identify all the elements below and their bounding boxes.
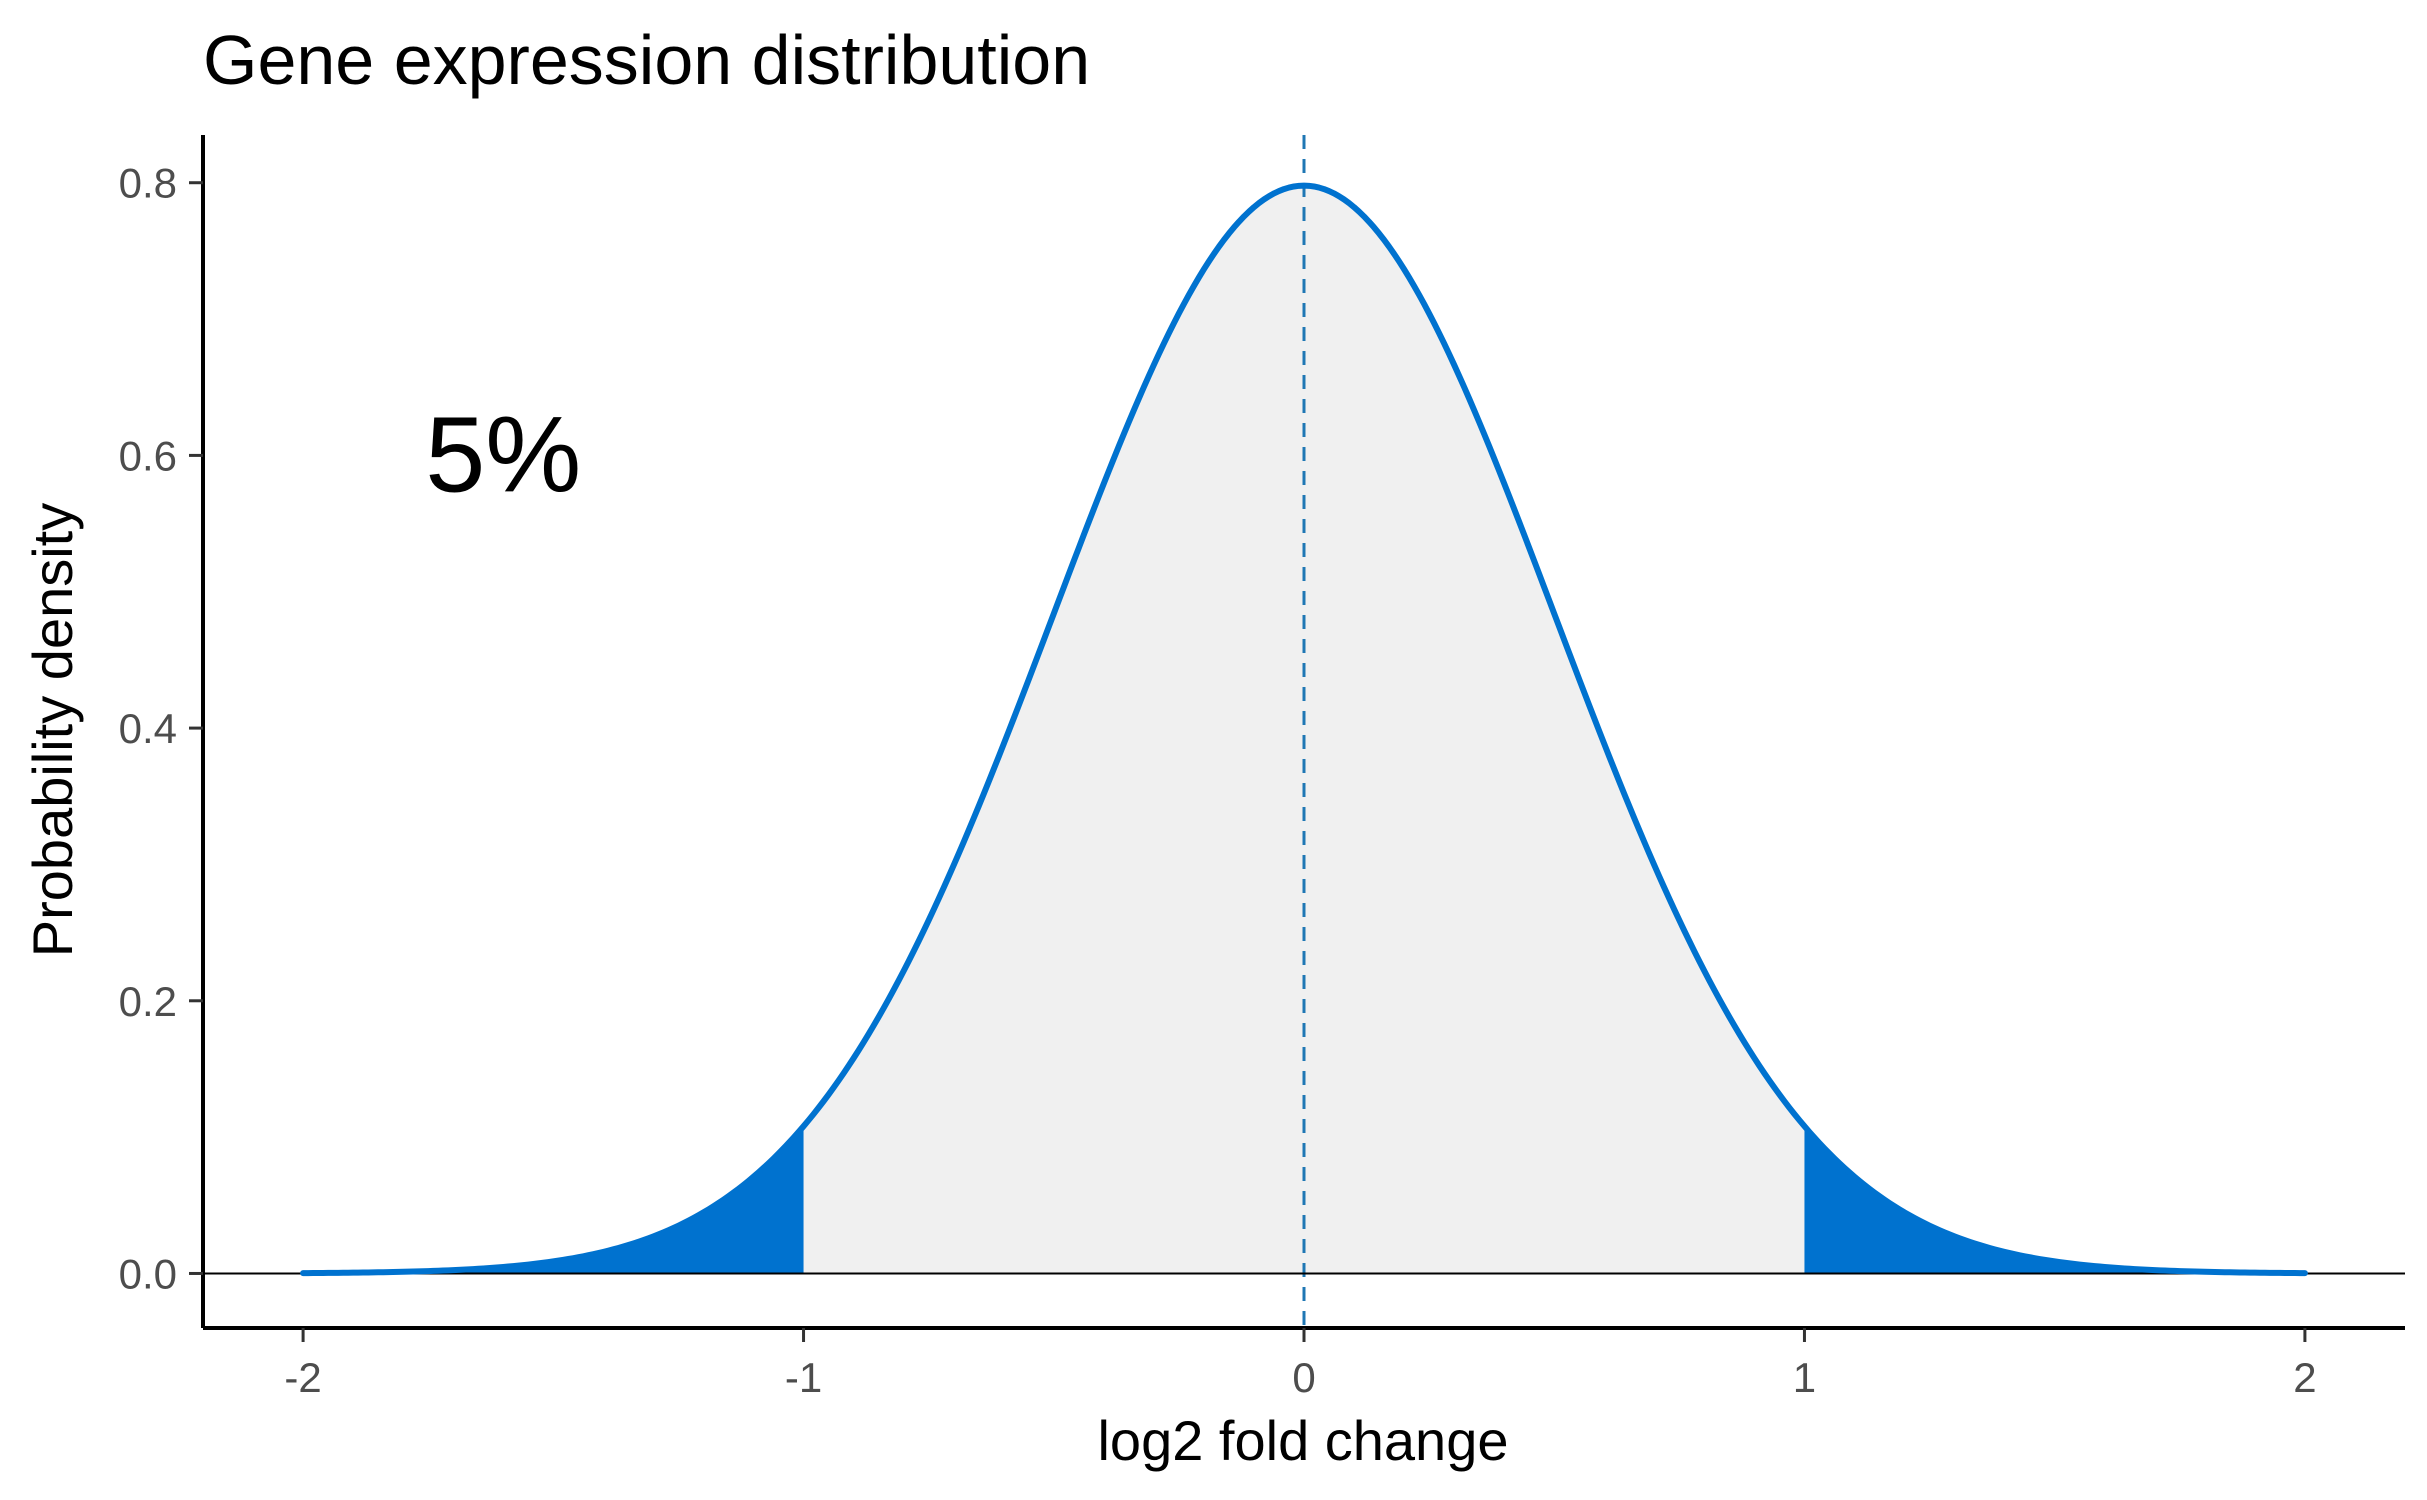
- tail-percentage-annotation: 5%: [425, 393, 581, 514]
- y-tick-label: 0.2: [119, 978, 177, 1025]
- chart-title: Gene expression distribution: [203, 21, 1090, 99]
- y-tick-label: 0.4: [119, 705, 177, 752]
- density-curve: [300, 182, 2308, 1277]
- y-tick-label: 0.0: [119, 1250, 177, 1297]
- x-axis-label: log2 fold change: [1097, 1409, 1508, 1472]
- y-tick-label: 0.8: [119, 160, 177, 207]
- x-tick-label: 0: [1292, 1354, 1315, 1401]
- central-area-fill: [803, 185, 1805, 1274]
- x-tick-label: 1: [1793, 1354, 1816, 1401]
- plot-area: [201, 135, 2405, 1330]
- left-tail-fill: [303, 1126, 804, 1274]
- y-axis-label: Probability density: [21, 503, 84, 957]
- x-axis-ticks: -2 -1 0 1 2: [284, 1328, 2317, 1401]
- x-tick-label: -1: [785, 1354, 822, 1401]
- y-tick-label: 0.6: [119, 432, 177, 479]
- annotations: 5%: [425, 393, 581, 514]
- right-tail-fill: [1804, 1126, 2305, 1274]
- x-tick-label: -2: [284, 1354, 321, 1401]
- y-axis-ticks: 0.0 0.2 0.4 0.6 0.8: [119, 160, 203, 1297]
- x-tick-label: 2: [2293, 1354, 2316, 1401]
